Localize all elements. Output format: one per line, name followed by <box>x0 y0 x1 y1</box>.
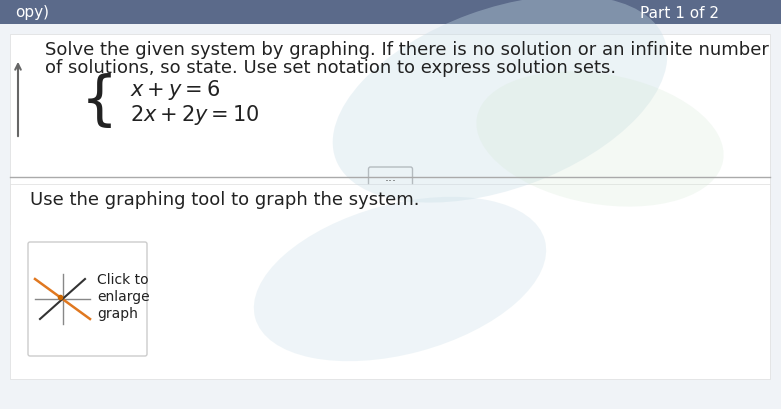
Text: $\{$: $\{$ <box>80 70 112 129</box>
Text: Click to: Click to <box>97 272 148 286</box>
Ellipse shape <box>254 197 546 361</box>
FancyBboxPatch shape <box>10 35 770 225</box>
Text: of solutions, so state. Use set notation to express solution sets.: of solutions, so state. Use set notation… <box>45 59 616 77</box>
FancyBboxPatch shape <box>369 168 412 188</box>
FancyBboxPatch shape <box>28 243 147 356</box>
Text: $2\mathit{x} + 2\mathit{y} = 10$: $2\mathit{x} + 2\mathit{y} = 10$ <box>130 103 259 127</box>
Ellipse shape <box>476 72 724 207</box>
Text: Solve the given system by graphing. If there is no solution or an infinite numbe: Solve the given system by graphing. If t… <box>45 41 769 59</box>
Text: enlarge: enlarge <box>97 289 150 303</box>
Text: graph: graph <box>97 306 138 320</box>
Text: Part 1 of 2: Part 1 of 2 <box>640 5 719 20</box>
Text: ...: ... <box>384 171 397 184</box>
FancyBboxPatch shape <box>10 184 770 379</box>
Ellipse shape <box>333 0 667 203</box>
Text: $\mathit{x} + \mathit{y} = 6$: $\mathit{x} + \mathit{y} = 6$ <box>130 78 220 102</box>
Text: Use the graphing tool to graph the system.: Use the graphing tool to graph the syste… <box>30 191 419 209</box>
FancyBboxPatch shape <box>0 0 781 25</box>
Text: opy): opy) <box>15 5 49 20</box>
